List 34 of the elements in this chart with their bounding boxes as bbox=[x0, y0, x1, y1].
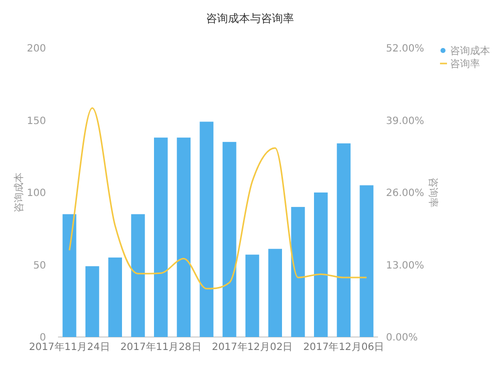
bar bbox=[336, 143, 351, 337]
chart-title: 咨询成本与咨询率 bbox=[206, 12, 294, 25]
y2-tick-label: 0.00% bbox=[386, 332, 418, 344]
y-tick-label: 150 bbox=[26, 116, 46, 127]
x-tick-label: 2017年12月02日 bbox=[212, 341, 293, 353]
bar bbox=[176, 138, 191, 337]
bar bbox=[360, 185, 374, 337]
legend-label: 咨询成本 bbox=[450, 45, 490, 57]
bar bbox=[154, 138, 168, 337]
y-tick-label: 100 bbox=[26, 188, 46, 199]
bar bbox=[200, 122, 214, 337]
x-tick-label: 2017年12月06日 bbox=[303, 341, 384, 353]
bar bbox=[291, 206, 305, 337]
bar bbox=[268, 248, 282, 337]
bar bbox=[85, 266, 100, 337]
y2-tick-label: 26.00% bbox=[386, 188, 424, 199]
y2-tick-label: 13.00% bbox=[386, 260, 424, 272]
bar bbox=[62, 214, 76, 337]
line-series bbox=[68, 107, 368, 290]
y-tick-label: 0 bbox=[40, 332, 46, 344]
y2-tick-label: 39.00% bbox=[386, 116, 424, 127]
legend-label: 咨询率 bbox=[450, 58, 480, 70]
x-tick-label: 2017年11月24日 bbox=[28, 341, 110, 353]
bar bbox=[131, 214, 145, 337]
y-axis-title: 咨询成本 bbox=[13, 172, 25, 212]
y-tick-label: 200 bbox=[26, 44, 46, 54]
bar bbox=[222, 142, 236, 337]
bar bbox=[245, 254, 260, 337]
bar bbox=[314, 192, 328, 337]
y2-tick-label: 52.00% bbox=[386, 44, 424, 54]
y2-axis-title: 咨询率 bbox=[427, 178, 439, 208]
x-tick-label: 2017年11月28日 bbox=[120, 341, 202, 353]
y-tick-label: 50 bbox=[33, 260, 46, 272]
bar bbox=[108, 258, 122, 337]
